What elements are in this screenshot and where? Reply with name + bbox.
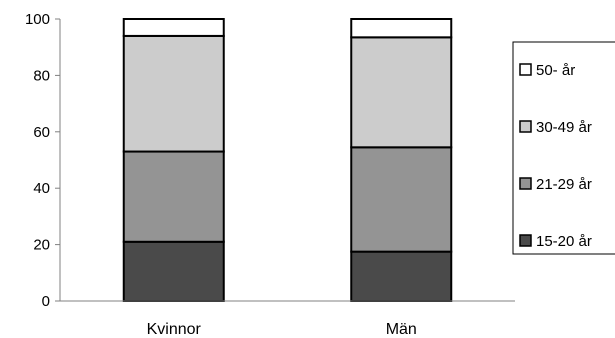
bars-layer [122, 18, 453, 302]
y-tick-label: 40 [33, 180, 50, 197]
bar-segment [122, 18, 225, 37]
legend-swatch [519, 120, 532, 133]
y-tick-label: 0 [42, 293, 50, 310]
bar-segment [350, 36, 453, 149]
legend-swatch [519, 63, 532, 76]
y-tick-label: 100 [25, 11, 50, 28]
legend-swatch [519, 177, 532, 190]
category-label: Kvinnor [147, 321, 202, 338]
legend-swatch [519, 234, 532, 247]
legend-frame [512, 41, 615, 255]
legend-label: 21-29 år [536, 176, 592, 193]
category-label-group: Kvinnor Män [147, 321, 417, 338]
category-label: Män [386, 321, 417, 338]
legend-label: 50- år [536, 62, 575, 79]
legend: 50- år 30-49 år 21-29 år 15-20 år [512, 41, 615, 255]
legend-label: 30-49 år [536, 119, 592, 136]
bar-segment [122, 150, 225, 243]
bar-segment [350, 146, 453, 253]
bar-segment [122, 34, 225, 153]
y-tick-label: 20 [33, 237, 50, 254]
bar-segment [350, 250, 453, 302]
bar-segment [350, 18, 453, 39]
y-tick-label: 60 [33, 124, 50, 141]
y-tick-label: 80 [33, 67, 50, 84]
bar-segment [122, 240, 225, 302]
y-tick-group: 0 20 40 60 80 100 [25, 11, 60, 310]
legend-label: 15-20 år [536, 233, 592, 250]
